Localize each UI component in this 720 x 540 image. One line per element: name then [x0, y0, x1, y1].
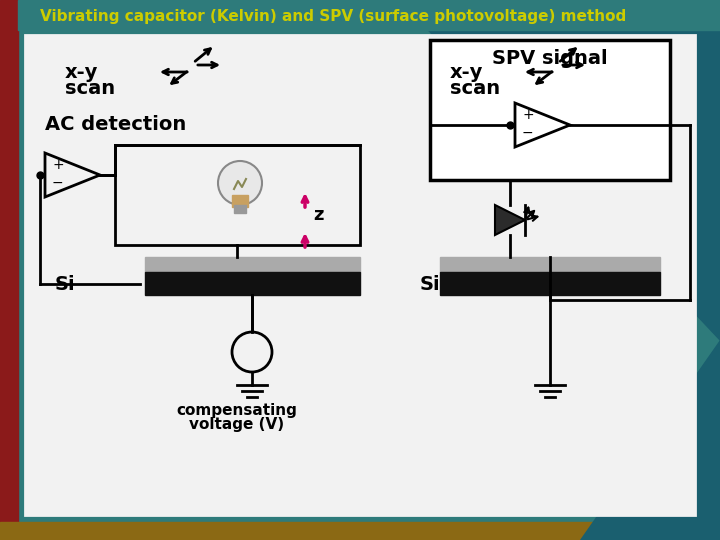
Text: z: z	[313, 206, 323, 224]
Bar	[0, 522, 720, 540]
Bar	[440, 272, 660, 295]
Bar	[145, 272, 360, 295]
Text: +: +	[52, 158, 63, 172]
Polygon shape	[400, 0, 720, 340]
Text: compensating: compensating	[176, 402, 297, 417]
Bar	[115, 145, 360, 245]
Text: Vibrating capacitor (Kelvin) and SPV (surface photovoltage) method: Vibrating capacitor (Kelvin) and SPV (su…	[40, 9, 626, 24]
Text: SPV signal: SPV signal	[492, 49, 608, 68]
Bar	[232, 195, 248, 207]
Polygon shape	[495, 205, 525, 235]
Text: −: −	[52, 176, 63, 190]
Bar	[440, 257, 660, 272]
Bar	[430, 40, 670, 180]
Text: x-y: x-y	[450, 63, 483, 82]
Bar	[145, 257, 360, 272]
Text: +: +	[522, 108, 534, 122]
Circle shape	[218, 161, 262, 205]
Text: Si: Si	[55, 274, 76, 294]
Polygon shape	[580, 340, 720, 540]
Text: scan: scan	[65, 78, 115, 98]
Text: scan: scan	[450, 78, 500, 98]
Text: voltage (V): voltage (V)	[189, 417, 284, 433]
Bar	[234, 205, 246, 213]
Text: x-y: x-y	[65, 63, 99, 82]
Text: Si: Si	[420, 274, 441, 294]
Text: −: −	[522, 126, 534, 140]
Bar	[0, 0, 18, 540]
Bar	[25, 35, 695, 515]
Text: AC detection: AC detection	[45, 116, 186, 134]
Bar	[18, 0, 720, 30]
